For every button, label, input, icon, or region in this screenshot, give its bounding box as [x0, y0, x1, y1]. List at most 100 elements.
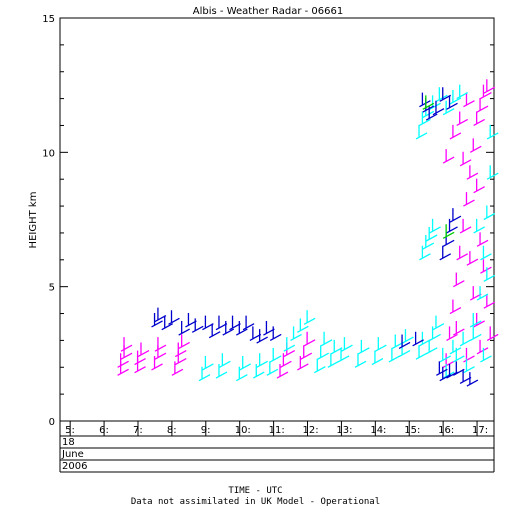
data-point-magenta — [303, 331, 316, 347]
data-point-magenta — [463, 92, 475, 108]
data-point-cyan — [429, 218, 441, 234]
data-point-cyan — [469, 312, 482, 328]
data-point-cyan — [480, 347, 492, 363]
data-point-blue — [242, 315, 255, 331]
data-point-cyan — [432, 315, 445, 331]
data-point-blue — [436, 361, 448, 376]
data-point-magenta — [174, 350, 187, 366]
data-point-cyan — [256, 353, 268, 368]
data-point-cyan — [486, 165, 499, 180]
data-point-magenta — [117, 353, 129, 368]
data-point-magenta — [280, 353, 292, 368]
data-point-blue — [256, 329, 268, 344]
data-point-magenta — [466, 165, 479, 180]
data-point-blue — [442, 232, 455, 247]
data-point-cyan — [463, 358, 475, 374]
x-tick-label: 12: — [303, 425, 319, 436]
x-tick-label: 7: — [133, 425, 143, 436]
data-point-magenta — [473, 111, 485, 127]
data-point-magenta — [473, 178, 485, 194]
data-point-cyan — [290, 326, 302, 341]
data-point-magenta — [446, 326, 458, 341]
data-point-blue — [446, 218, 458, 234]
y-tick-label: 0 — [49, 417, 55, 428]
y-tick-label: 10 — [42, 148, 55, 159]
data-point-magenta — [453, 272, 465, 288]
data-point-cyan — [419, 111, 431, 127]
data-point-magenta — [459, 218, 472, 234]
data-point-cyan — [459, 331, 472, 347]
date-row-label: 2006 — [62, 461, 87, 472]
data-point-cyan — [469, 326, 482, 341]
data-point-cyan — [436, 87, 448, 102]
data-point-cyan — [486, 124, 499, 140]
data-point-blue — [432, 100, 445, 116]
data-point-cyan — [337, 347, 350, 363]
data-point-magenta — [486, 326, 499, 341]
data-point-magenta — [154, 337, 167, 352]
x-tick-label: 10: — [235, 425, 251, 436]
data-point-cyan — [202, 355, 214, 371]
data-point-cyan — [483, 267, 496, 282]
data-point-cyan — [215, 364, 228, 379]
x-tick-label: 17: — [472, 425, 488, 436]
data-point-magenta — [442, 353, 455, 368]
data-point-cyan — [425, 226, 438, 242]
data-point-cyan — [358, 339, 370, 355]
data-point-cyan — [219, 353, 231, 368]
data-point-magenta — [456, 111, 469, 127]
data-point-cyan — [429, 326, 441, 341]
data-point-blue — [439, 245, 452, 261]
data-point-cyan — [266, 361, 279, 376]
data-point-magenta — [171, 361, 184, 376]
data-point-blue — [208, 323, 221, 339]
data-point-cyan — [303, 310, 316, 325]
data-point-magenta — [469, 138, 482, 153]
data-point-magenta — [120, 345, 133, 360]
data-point-blue — [151, 312, 163, 328]
data-point-blue — [191, 318, 204, 333]
data-point-magenta — [117, 361, 129, 376]
data-point-magenta — [300, 345, 313, 360]
data-point-magenta — [453, 321, 465, 336]
data-point-blue — [446, 95, 458, 110]
date-row-label: June — [61, 449, 84, 460]
x-tick-label: 16: — [438, 425, 454, 436]
data-point-magenta — [480, 259, 492, 274]
x-tick-label: 14: — [370, 425, 386, 436]
data-point-cyan — [317, 345, 329, 360]
data-point-magenta — [480, 84, 492, 100]
data-point-cyan — [442, 100, 455, 116]
x-tick-label: 5: — [65, 425, 75, 436]
data-point-magenta — [134, 358, 146, 374]
y-tick-label: 15 — [42, 14, 55, 25]
data-point-cyan — [473, 218, 485, 234]
data-point-cyan — [419, 245, 431, 261]
data-point-magenta — [476, 339, 489, 355]
data-point-magenta — [449, 299, 462, 315]
data-point-cyan — [375, 337, 387, 352]
data-point-magenta — [459, 151, 472, 167]
data-point-cyan — [483, 205, 496, 221]
data-point-magenta — [178, 334, 190, 350]
data-marks — [117, 79, 499, 387]
data-point-cyan — [313, 358, 326, 374]
plot-frame — [59, 17, 495, 422]
data-point-magenta — [276, 364, 289, 379]
data-point-blue — [222, 321, 235, 336]
data-point-magenta — [151, 355, 163, 371]
data-point-magenta — [297, 355, 309, 371]
data-point-magenta — [466, 251, 479, 266]
data-point-cyan — [453, 347, 465, 363]
date-row-label: 18 — [62, 437, 75, 448]
date-table: 5: 6: 7: 8: 9: 10: 11: 12: 13: 14: 15: 16: 17: 18June… — [59, 420, 495, 473]
footnote: Data not assimilated in UK Model - Opera… — [130, 497, 381, 507]
data-point-magenta — [134, 350, 146, 366]
data-point-magenta — [449, 124, 462, 140]
data-point-blue — [419, 92, 431, 108]
data-point-blue — [398, 334, 411, 350]
data-point-cyan — [297, 318, 309, 333]
data-point-cyan — [398, 342, 411, 358]
data-point-green — [422, 95, 435, 110]
